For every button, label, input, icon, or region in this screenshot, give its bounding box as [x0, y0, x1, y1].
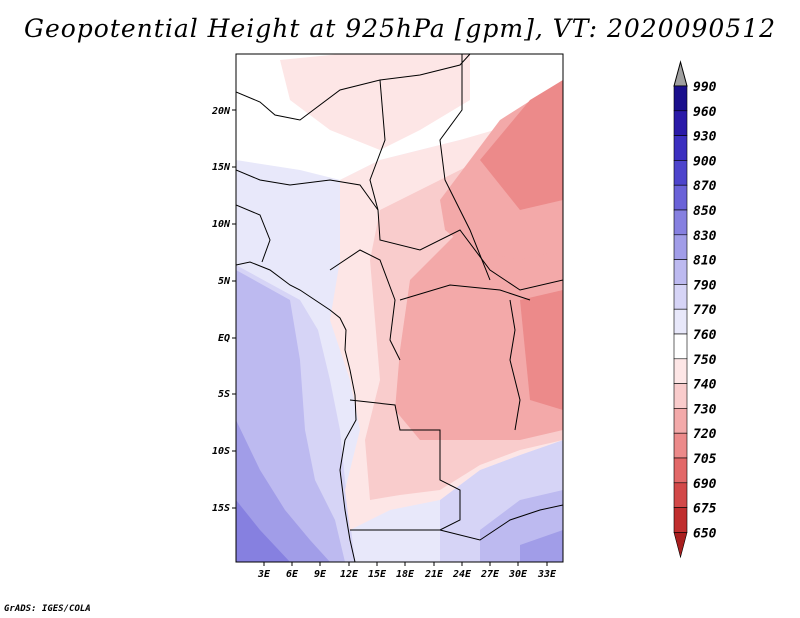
boundary-zambia	[439, 504, 563, 541]
colorbar-swatch	[673, 160, 688, 186]
colorbar-label: 740	[693, 378, 717, 393]
lon-label: 15E	[368, 569, 387, 580]
colorbar: 990 960 930 900 870 850 830 810 790 770 760 750 740 7…	[673, 60, 717, 559]
colorbar-label: 990	[693, 80, 717, 95]
lon-label: 24E	[452, 569, 472, 580]
colorbar-label: 675	[693, 502, 717, 517]
colorbar-swatch	[673, 135, 688, 161]
colorbar-top-arrow	[673, 60, 688, 87]
southeast-deep-blue	[520, 530, 563, 562]
lat-label: 10N	[212, 219, 231, 230]
lat-label: 5S	[218, 389, 230, 400]
colorbar-swatch	[673, 85, 688, 112]
lat-label: 20N	[211, 106, 231, 117]
colorbar-swatch	[673, 482, 688, 508]
boundary-angola	[349, 399, 461, 531]
colorbar-label: 750	[693, 353, 717, 368]
colorbar-bottom-arrow	[673, 532, 688, 559]
boundary-west-coast-north	[236, 204, 271, 263]
colorbar-swatch	[673, 432, 688, 459]
colorbar-label: 850	[693, 204, 717, 219]
boundary-car-sudan	[377, 209, 563, 291]
colorbar-swatch	[673, 333, 688, 360]
colorbar-label: 720	[693, 427, 717, 442]
colorbar-label: 790	[693, 278, 717, 293]
colorbar-label: 930	[693, 130, 717, 145]
boundary-cameroon	[329, 249, 401, 361]
boundary-niger-chad	[369, 79, 386, 211]
height-field	[236, 54, 563, 562]
boundary-drc-car	[399, 284, 531, 301]
east-low-red	[520, 290, 563, 410]
boundary-chad-sudan	[439, 54, 491, 281]
boundary-drc-east	[509, 299, 521, 431]
colorbar-label: 770	[693, 303, 717, 318]
lon-label: 18E	[396, 569, 415, 580]
boundary-sahara	[236, 54, 471, 121]
ocean-deep-blue	[236, 420, 330, 562]
colorbar-swatch	[673, 234, 688, 260]
colorbar-swatch	[673, 358, 688, 384]
coastline-west-africa	[236, 261, 357, 562]
lat-label: 15N	[212, 162, 231, 173]
northeast-low-red	[480, 80, 563, 210]
lon-label: 21E	[424, 569, 444, 580]
colorbar-swatch	[673, 259, 688, 285]
colorbar-swatch	[673, 457, 688, 484]
colorbar-swatch	[673, 507, 688, 533]
lon-label: 27E	[480, 569, 500, 580]
colorbar-swatch	[673, 209, 688, 236]
lat-label: 10S	[212, 446, 230, 457]
colorbar-label: 760	[693, 328, 717, 343]
colorbar-label: 650	[693, 526, 717, 541]
colorbar-swatch	[673, 110, 688, 136]
grads-credit: GrADS: IGES/COLA	[4, 604, 91, 614]
longitude-axis: 3E 6E 9E 12E 15E 18E 21E 24E 27E 30E 33E	[257, 562, 557, 580]
lon-label: 9E	[314, 569, 327, 580]
colorbar-label: 690	[693, 477, 717, 492]
colorbar-label: 830	[693, 229, 717, 244]
north-pale-red	[280, 54, 470, 150]
colorbar-swatch	[673, 383, 688, 409]
lat-label: EQ	[218, 333, 230, 344]
colorbar-swatch	[673, 308, 688, 335]
colorbar-swatch	[673, 284, 688, 310]
colorbar-label: 870	[693, 179, 717, 194]
country-boundaries	[236, 54, 563, 562]
lon-label: 33E	[537, 569, 557, 580]
latitude-axis: 20N 15N 10N 5N EQ 5S 10S 15S	[211, 106, 236, 514]
boundary-sahel	[236, 169, 379, 211]
colorbar-label: 900	[693, 154, 717, 169]
map-title: Geopotential Height at 925hPa [gpm], VT:…	[23, 14, 777, 43]
colorbar-label: 810	[693, 254, 717, 269]
lat-label: 5N	[218, 276, 231, 287]
colorbar-swatch	[673, 408, 688, 434]
map-frame	[235, 53, 564, 563]
lon-label: 12E	[340, 569, 359, 580]
colorbar-label: 730	[693, 402, 717, 417]
ocean-deeper-blue	[236, 500, 290, 562]
lon-label: 30E	[508, 569, 528, 580]
lon-label: 6E	[286, 569, 299, 580]
colorbar-label: 960	[693, 105, 717, 120]
lat-label: 15S	[212, 503, 230, 514]
lon-label: 3E	[257, 569, 271, 580]
colorbar-swatch	[673, 184, 688, 211]
colorbar-label: 705	[693, 452, 717, 467]
